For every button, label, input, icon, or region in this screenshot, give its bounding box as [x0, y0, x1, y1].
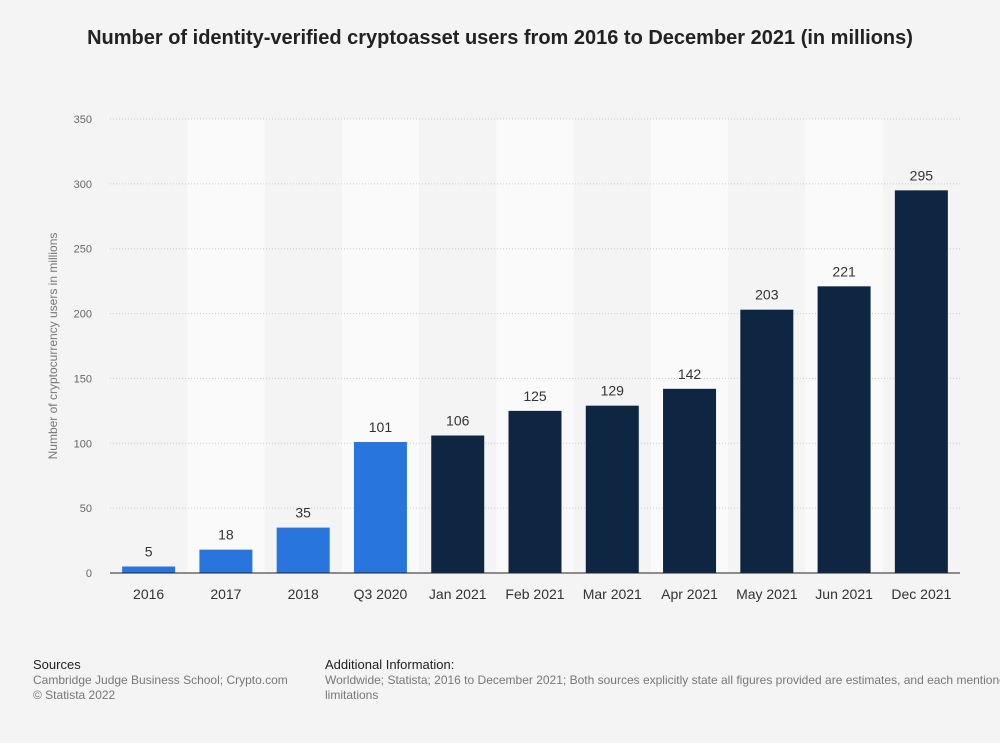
data-labels: 5 18 35 101 106 125 129 142 203 221 295 — [145, 167, 934, 559]
x-tick-label: Dec 2021 — [891, 586, 951, 602]
x-tick-label: 2018 — [288, 586, 319, 602]
y-tick-label: 300 — [74, 179, 92, 191]
bar — [508, 410, 562, 573]
sources-section: Sources Cambridge Judge Business School;… — [33, 657, 288, 703]
y-tick-label: 0 — [86, 568, 92, 580]
additional-info-section: Additional Information: Worldwide; Stati… — [325, 657, 1000, 703]
y-axis-label: Number of cryptocurrency users in millio… — [46, 233, 60, 460]
x-axis-ticks: 2016 2017 2018 Q3 2020 Jan 2021 Feb 2021 Mar 2… — [133, 586, 951, 602]
x-tick-label: 2016 — [133, 586, 164, 602]
y-axis-ticks: 0 50 100 150 200 250 300 350 — [74, 114, 92, 580]
bar — [817, 286, 871, 573]
copyright-text: © Statista 2022 — [33, 688, 116, 702]
x-tick-label: May 2021 — [736, 586, 798, 602]
data-label: 295 — [910, 167, 934, 183]
sources-text: Cambridge Judge Business School; Crypto.… — [33, 673, 288, 687]
data-label: 5 — [145, 544, 153, 560]
x-tick-label: Mar 2021 — [583, 586, 642, 602]
bar — [276, 527, 330, 573]
additional-info-text-continued: limitations — [325, 688, 379, 702]
bar — [353, 441, 407, 573]
y-tick-label: 150 — [74, 373, 92, 385]
x-tick-label: Jan 2021 — [429, 586, 487, 602]
additional-info-text: Worldwide; Statista; 2016 to December 20… — [325, 673, 1000, 687]
bar — [585, 405, 639, 573]
y-tick-label: 350 — [74, 114, 92, 126]
bar — [740, 309, 794, 573]
data-label: 106 — [446, 413, 470, 429]
data-label: 35 — [295, 505, 311, 521]
background-band — [187, 119, 265, 573]
data-label: 129 — [601, 383, 625, 399]
data-label: 18 — [218, 527, 234, 543]
data-label: 125 — [523, 388, 547, 404]
bar-chart: 0 50 100 150 200 250 300 350 5 18 35 101 106 125 129 1… — [46, 114, 960, 602]
data-label: 101 — [369, 419, 393, 435]
x-tick-label: Jun 2021 — [815, 586, 873, 602]
x-tick-label: Feb 2021 — [505, 586, 564, 602]
bar — [663, 388, 717, 573]
chart-title: Number of identity-verified cryptoasset … — [87, 27, 913, 49]
bar — [431, 435, 485, 573]
x-tick-label: 2017 — [210, 586, 241, 602]
y-tick-label: 100 — [74, 438, 92, 450]
data-label: 142 — [678, 366, 702, 382]
bar — [122, 566, 176, 573]
y-tick-label: 50 — [80, 503, 92, 515]
data-label: 203 — [755, 287, 779, 303]
x-tick-label: Q3 2020 — [354, 586, 408, 602]
bar — [199, 549, 253, 573]
additional-info-heading: Additional Information: — [325, 657, 455, 672]
data-label: 221 — [832, 263, 856, 279]
sources-heading: Sources — [33, 657, 81, 672]
y-tick-label: 250 — [74, 244, 92, 256]
bars — [122, 190, 948, 574]
y-tick-label: 200 — [74, 309, 92, 321]
bar — [894, 190, 948, 574]
x-tick-label: Apr 2021 — [661, 586, 718, 602]
